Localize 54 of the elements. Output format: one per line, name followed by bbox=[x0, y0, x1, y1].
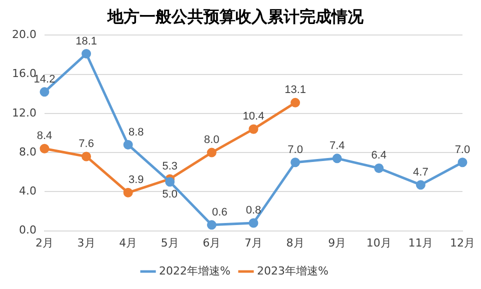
point bbox=[248, 124, 258, 134]
legend-label: 2022年增速% bbox=[159, 264, 231, 278]
data-label: 13.1 bbox=[284, 84, 306, 96]
point bbox=[123, 140, 133, 150]
data-label: 10.4 bbox=[242, 110, 264, 123]
data-label: 5.0 bbox=[162, 188, 178, 200]
point bbox=[458, 158, 468, 168]
x-tick-label: 11月 bbox=[408, 236, 434, 250]
legend-label: 2023年增速% bbox=[257, 264, 328, 278]
y-tick-label: 16.0 bbox=[12, 67, 36, 80]
x-tick-label: 6月 bbox=[202, 236, 221, 250]
data-label: 3.9 bbox=[128, 174, 144, 186]
point bbox=[82, 152, 92, 162]
data-label: 8.0 bbox=[204, 134, 220, 146]
point bbox=[206, 148, 216, 158]
data-label: 0.8 bbox=[246, 204, 262, 217]
data-label: 0.6 bbox=[212, 206, 228, 218]
point bbox=[40, 144, 50, 154]
data-label: 7.4 bbox=[329, 140, 345, 152]
data-label: 4.7 bbox=[413, 166, 428, 178]
point bbox=[290, 98, 300, 108]
y-tick-label: 12.0 bbox=[12, 106, 36, 120]
x-tick-label: 2月 bbox=[35, 236, 54, 250]
point bbox=[248, 218, 258, 228]
data-label: 7.0 bbox=[454, 144, 470, 156]
y-tick-label: 0.0 bbox=[18, 224, 36, 237]
data-label: 7.0 bbox=[288, 144, 303, 156]
chart-title: 地方一般公共预算收入累计完成情况 bbox=[106, 6, 364, 26]
x-tick-label: 5月 bbox=[160, 236, 179, 250]
point bbox=[416, 180, 426, 190]
point bbox=[332, 154, 342, 164]
point bbox=[82, 49, 92, 59]
y-tick-label: 20.0 bbox=[12, 28, 36, 42]
data-label: 5.3 bbox=[162, 160, 178, 172]
point bbox=[206, 220, 216, 230]
data-label: 8.8 bbox=[128, 126, 144, 138]
point bbox=[165, 177, 175, 187]
x-tick-label: 12月 bbox=[450, 236, 475, 250]
data-label: 7.6 bbox=[78, 138, 94, 150]
point bbox=[374, 163, 384, 173]
data-label: 8.4 bbox=[36, 130, 52, 142]
point bbox=[40, 87, 50, 97]
y-tick-label: 8.0 bbox=[18, 145, 36, 158]
point bbox=[290, 158, 300, 168]
y-tick-label: 4.0 bbox=[18, 184, 36, 198]
x-tick-label: 10月 bbox=[366, 236, 392, 250]
x-tick-label: 7月 bbox=[244, 236, 262, 250]
data-label: 6.4 bbox=[371, 150, 387, 162]
data-label: 18.1 bbox=[76, 35, 98, 48]
x-tick-label: 4月 bbox=[119, 236, 138, 250]
x-tick-label: 8月 bbox=[286, 236, 304, 250]
point bbox=[123, 188, 133, 198]
x-tick-label: 9月 bbox=[328, 236, 346, 250]
x-tick-label: 3月 bbox=[77, 236, 96, 250]
